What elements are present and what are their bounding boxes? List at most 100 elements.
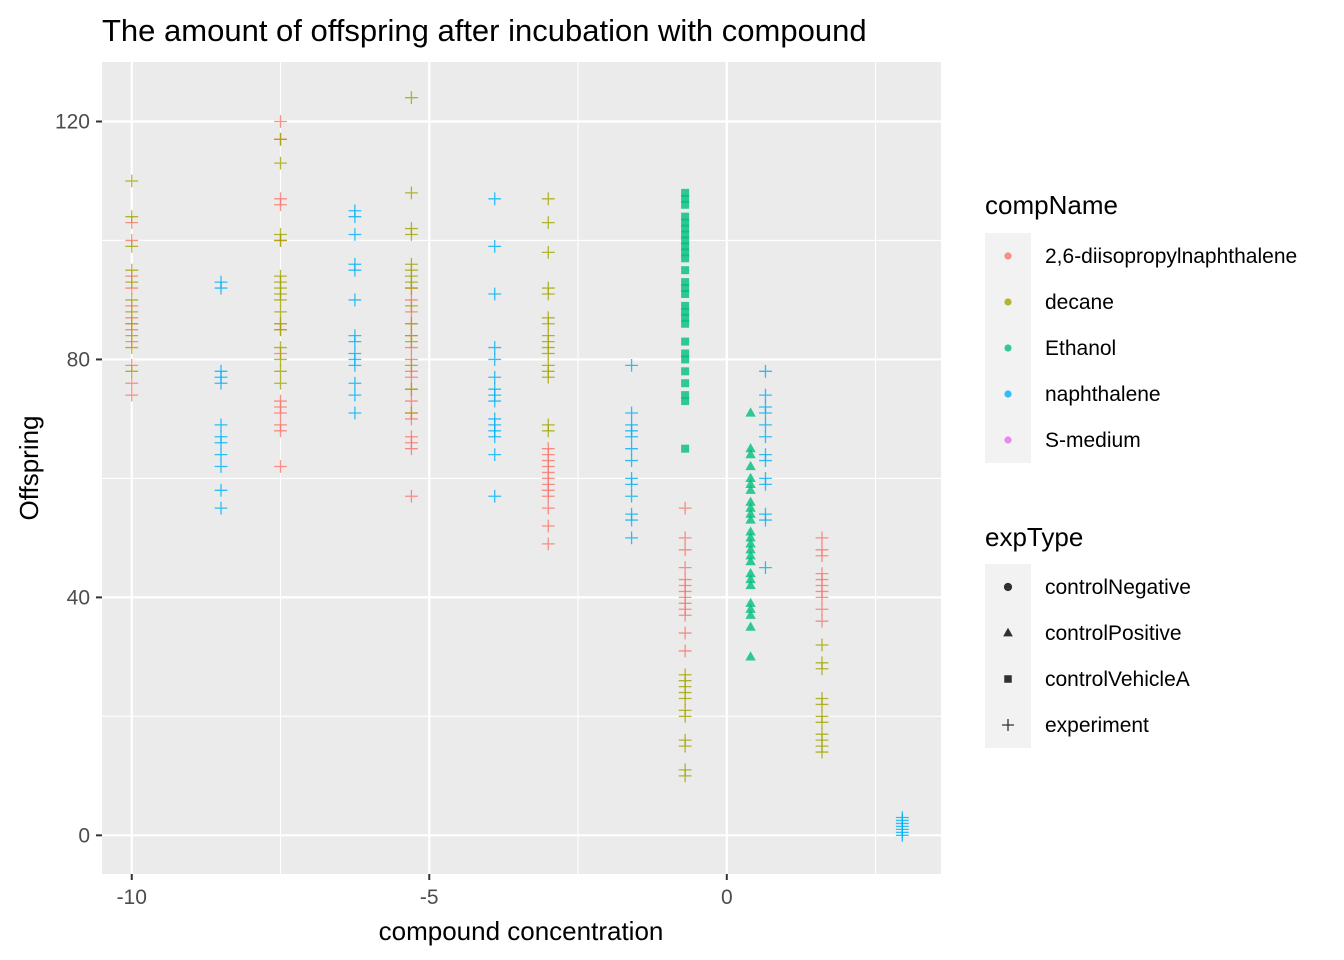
data-point (815, 727, 829, 741)
legend-shape-key (1003, 627, 1013, 637)
data-point (745, 609, 756, 619)
data-point (405, 394, 418, 408)
data-point (681, 230, 690, 239)
data-point (405, 489, 418, 503)
data-point (681, 200, 690, 209)
data-point (214, 418, 228, 432)
data-point (488, 489, 502, 503)
data-point (488, 412, 502, 426)
data-point (815, 709, 829, 723)
data-point (541, 418, 555, 432)
y-tick-label: 0 (78, 824, 90, 847)
data-point (678, 573, 692, 586)
data-point (488, 240, 502, 253)
data-point (348, 347, 362, 360)
chart-title: The amount of offspring after incubation… (102, 13, 867, 48)
data-point (348, 204, 362, 218)
data-point (125, 305, 139, 319)
data-point (678, 531, 692, 545)
y-tick-label: 40 (67, 586, 90, 609)
data-point (745, 478, 756, 488)
data-point (678, 704, 692, 717)
data-point (815, 656, 829, 670)
plot-panel (102, 62, 941, 874)
legend-shape-label: experiment (1045, 714, 1149, 737)
legend-color-label: 2,6-diisopropylnaphthalene (1045, 245, 1297, 268)
data-point (745, 603, 756, 613)
legend-shape-title: expType (985, 522, 1083, 552)
data-point (745, 532, 756, 542)
data-point (815, 638, 829, 652)
data-point (745, 472, 756, 483)
data-point (274, 132, 287, 146)
data-point (125, 210, 139, 224)
data-point (274, 317, 287, 331)
data-point (541, 442, 555, 456)
data-points (125, 91, 909, 842)
legend-color-label: Ethanol (1045, 337, 1116, 360)
data-point (125, 388, 139, 402)
data-point (488, 370, 502, 384)
data-point (214, 501, 228, 515)
data-point (681, 266, 690, 275)
data-point (815, 602, 829, 616)
major-gridlines (102, 62, 941, 874)
data-point (759, 561, 772, 575)
x-axis-title: compound concentration (379, 916, 664, 946)
data-point (759, 507, 772, 521)
data-point (815, 531, 829, 545)
data-point (678, 644, 692, 658)
data-point (274, 269, 287, 283)
data-point (681, 194, 690, 203)
data-point (274, 376, 287, 390)
data-point (274, 394, 287, 408)
data-point (405, 91, 418, 105)
data-point (348, 329, 362, 343)
data-point (745, 597, 756, 607)
data-point (745, 579, 756, 590)
data-point (678, 561, 692, 575)
legend-compname: compName 2,6-diisopropylnaphthalene decane… (985, 190, 1297, 463)
data-point (681, 284, 690, 293)
data-point (125, 174, 139, 188)
y-tick-label: 80 (67, 348, 90, 371)
data-point (625, 507, 638, 521)
data-point (274, 364, 287, 378)
data-point (125, 240, 139, 253)
data-point (681, 319, 690, 328)
data-point (678, 763, 692, 777)
x-tick-label: 0 (721, 886, 733, 909)
legend-shape-key-bg (985, 564, 1031, 748)
data-point (348, 406, 362, 420)
legend-color-key (1004, 252, 1012, 260)
legend-shape-label: controlPositive (1045, 622, 1182, 645)
data-point (405, 406, 418, 420)
data-point (681, 301, 690, 310)
data-point (488, 448, 502, 462)
data-point (625, 418, 638, 432)
data-point (681, 218, 690, 227)
data-point (405, 358, 418, 372)
data-point (405, 186, 418, 200)
data-point (625, 406, 638, 420)
data-point (745, 407, 756, 417)
data-point (678, 501, 692, 515)
data-point (214, 430, 228, 444)
data-point (678, 668, 692, 682)
data-point (681, 242, 690, 251)
data-point (348, 376, 362, 390)
data-point (405, 382, 418, 396)
data-point (125, 341, 139, 354)
data-point (681, 397, 690, 406)
data-point (759, 388, 772, 402)
data-point (125, 263, 139, 277)
data-point (488, 287, 502, 301)
data-point (745, 573, 756, 584)
data-point (745, 621, 756, 631)
data-point (488, 341, 502, 354)
legend-color-label: naphthalene (1045, 383, 1161, 406)
data-point (681, 313, 690, 322)
data-point (759, 364, 772, 378)
data-point (348, 293, 362, 307)
